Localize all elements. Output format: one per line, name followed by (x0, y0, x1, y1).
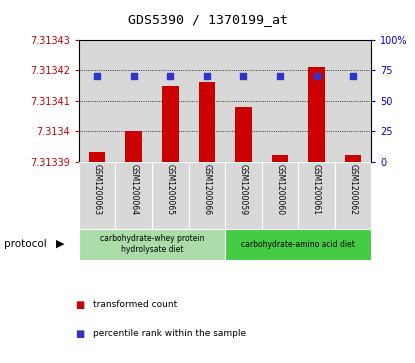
Text: transformed count: transformed count (93, 301, 178, 309)
Bar (125, 131, 142, 162)
Bar (162, 86, 178, 162)
Point (313, 74, 320, 79)
Bar (152, 162, 188, 229)
Point (350, 74, 356, 79)
Point (94, 74, 100, 79)
Bar (272, 155, 288, 162)
Text: GSM1200059: GSM1200059 (239, 164, 248, 215)
Bar (79, 162, 115, 229)
Text: carbohydrate-amino acid diet: carbohydrate-amino acid diet (242, 240, 355, 249)
Bar (308, 67, 325, 162)
Text: GSM1200060: GSM1200060 (276, 164, 285, 215)
Text: GDS5390 / 1370199_at: GDS5390 / 1370199_at (127, 13, 288, 26)
Bar (188, 40, 225, 162)
Point (203, 74, 210, 79)
Text: percentile rank within the sample: percentile rank within the sample (93, 330, 247, 338)
Bar (115, 162, 152, 229)
Bar (298, 162, 335, 229)
Point (167, 74, 173, 79)
Text: carbohydrate-whey protein
hydrolysate diet: carbohydrate-whey protein hydrolysate di… (100, 234, 204, 254)
Bar (188, 162, 225, 229)
Bar (345, 155, 361, 162)
Text: GSM1200066: GSM1200066 (203, 164, 211, 215)
Bar (262, 162, 298, 229)
Bar (152, 40, 188, 162)
Bar (89, 152, 105, 162)
Text: ■: ■ (75, 329, 84, 339)
Bar (225, 162, 262, 229)
Text: GSM1200062: GSM1200062 (349, 164, 358, 215)
Text: GSM1200065: GSM1200065 (166, 164, 175, 215)
Bar (79, 40, 115, 162)
Bar (235, 107, 251, 162)
Text: GSM1200061: GSM1200061 (312, 164, 321, 215)
Bar (199, 82, 215, 162)
Text: GSM1200063: GSM1200063 (93, 164, 102, 215)
Bar (225, 229, 371, 260)
Text: GSM1200064: GSM1200064 (129, 164, 138, 215)
Bar (262, 40, 298, 162)
Bar (79, 229, 225, 260)
Bar (298, 40, 335, 162)
Bar (335, 162, 371, 229)
Text: ■: ■ (75, 300, 84, 310)
Bar (225, 40, 262, 162)
Bar (115, 40, 152, 162)
Point (240, 74, 247, 79)
Point (277, 74, 283, 79)
Text: ▶: ▶ (56, 239, 64, 249)
Text: protocol: protocol (4, 239, 47, 249)
Point (130, 74, 137, 79)
Bar (335, 40, 371, 162)
